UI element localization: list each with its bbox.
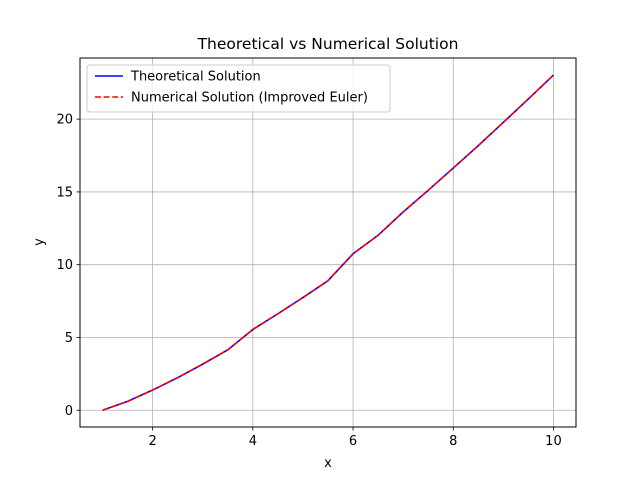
grid <box>80 58 576 427</box>
legend-label-theoretical: Theoretical Solution <box>130 70 261 85</box>
y-tick-label: 5 <box>65 331 73 346</box>
x-tick-label: 6 <box>349 434 357 449</box>
chart-title: Theoretical vs Numerical Solution <box>197 35 459 53</box>
y-tick-label: 15 <box>56 185 73 200</box>
axis-ticks: 2 4 6 8 10 0 5 10 15 20 <box>56 113 561 449</box>
y-tick-label: 0 <box>65 404 73 419</box>
y-axis-label: y <box>32 238 47 246</box>
y-tick-label: 20 <box>56 113 73 128</box>
series-line-numerical <box>102 74 555 412</box>
legend-box <box>86 64 391 113</box>
axes-frame <box>79 57 577 428</box>
legend-label-numerical: Numerical Solution (Improved Euler) <box>131 91 368 106</box>
x-tick-label: 8 <box>449 434 457 449</box>
x-axis-label: x <box>324 456 332 471</box>
x-tick-label: 10 <box>545 434 562 449</box>
x-tick-label: 2 <box>149 434 157 449</box>
y-tick-label: 10 <box>56 258 73 273</box>
x-tick-label: 4 <box>249 434 257 449</box>
plot-lines <box>102 74 555 412</box>
legend: Theoretical Solution Numerical Solution … <box>86 64 391 113</box>
